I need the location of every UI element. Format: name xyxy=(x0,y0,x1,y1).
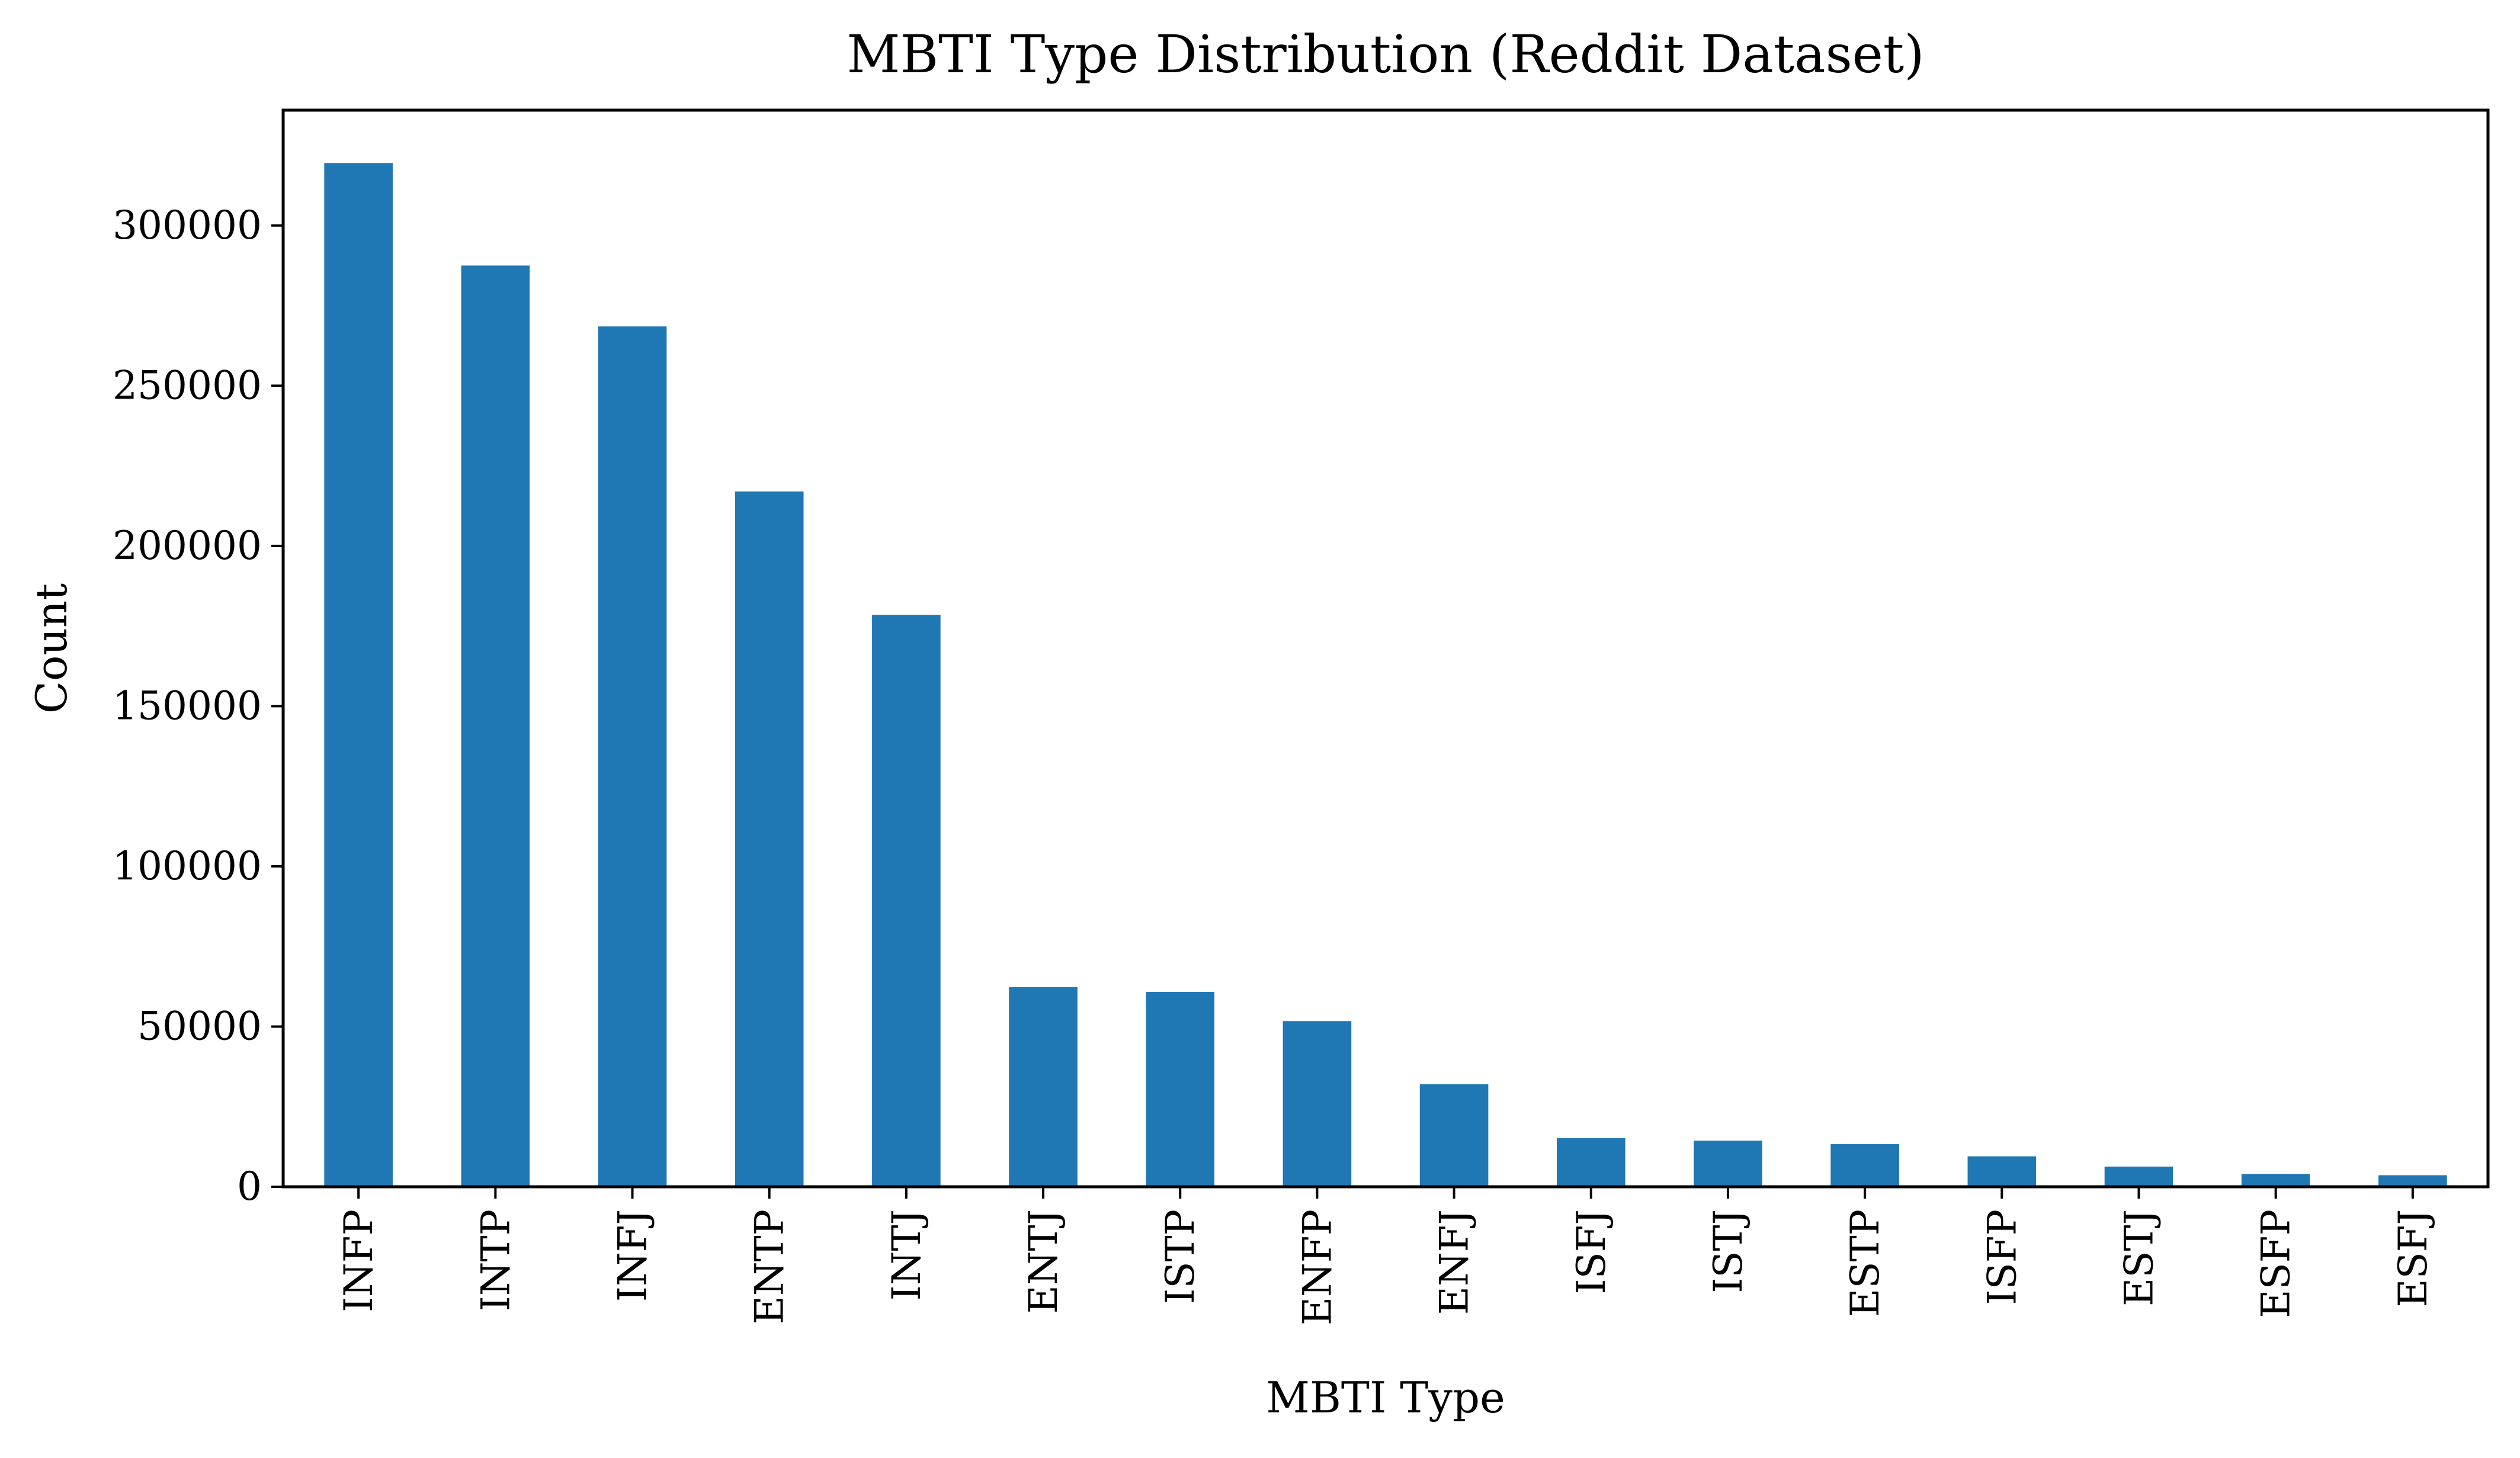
bar-infj xyxy=(598,326,667,1187)
bar-entp xyxy=(735,491,804,1187)
x-tick-label: ESFJ xyxy=(2390,1209,2436,1308)
bar-enfp xyxy=(1283,1021,1352,1187)
x-tick-label: ISFP xyxy=(1979,1209,2025,1305)
x-axis: INFP INTP INFJ ENTP INTJ ENTJ ISTP ENFP ENFJ ISFJ… xyxy=(336,1187,2436,1325)
x-tick-label: ENTJ xyxy=(1021,1209,1066,1314)
x-tick-label: ESFP xyxy=(2253,1209,2299,1318)
bar-esfp xyxy=(2241,1174,2310,1187)
bar-intj xyxy=(872,615,941,1187)
x-tick-label: INFJ xyxy=(610,1209,656,1302)
x-tick-label: INTJ xyxy=(884,1209,929,1300)
x-tick-label: INTP xyxy=(473,1209,518,1311)
y-tick-label: 300000 xyxy=(113,203,262,248)
y-axis: 0 50000 100000 150000 200000 250000 300000 xyxy=(113,203,283,1209)
y-tick-label: 200000 xyxy=(113,523,262,569)
bar-istp xyxy=(1146,992,1215,1187)
bar-estj xyxy=(2104,1166,2173,1187)
bar-enfj xyxy=(1419,1084,1489,1187)
x-tick-label: ESTJ xyxy=(2116,1209,2162,1306)
bar-entj xyxy=(1009,987,1078,1187)
x-tick-label: INFP xyxy=(336,1209,381,1312)
bar-isfp xyxy=(1967,1156,2037,1187)
x-tick-label: ENTP xyxy=(747,1209,793,1324)
y-axis-label: Count xyxy=(27,583,76,714)
bar-infp xyxy=(324,163,393,1187)
x-tick-label: ISTJ xyxy=(1705,1209,1751,1293)
plot-area-frame xyxy=(281,108,2490,1189)
bar-esfj xyxy=(2378,1175,2447,1187)
y-tick-label: 0 xyxy=(237,1164,262,1209)
x-tick-label: ENFJ xyxy=(1432,1209,1477,1315)
chart-title: MBTI Type Distribution (Reddit Dataset) xyxy=(847,24,1924,85)
bar-istj xyxy=(1694,1141,1762,1187)
x-axis-label: MBTI Type xyxy=(1266,1373,1505,1422)
x-tick-label: ISTP xyxy=(1158,1209,1203,1304)
y-tick-label: 250000 xyxy=(113,362,262,408)
bar-isfj xyxy=(1556,1138,1626,1187)
x-tick-label: ISFJ xyxy=(1569,1209,1614,1295)
y-tick-label: 100000 xyxy=(113,843,262,889)
y-tick-label: 150000 xyxy=(113,683,262,728)
bar-intp xyxy=(461,265,530,1187)
bar-estp xyxy=(1830,1144,1899,1187)
bars-group xyxy=(324,163,2447,1187)
y-tick-label: 50000 xyxy=(137,1003,262,1049)
x-tick-label: ESTP xyxy=(1842,1209,1888,1317)
x-tick-label: ENFP xyxy=(1294,1209,1340,1325)
